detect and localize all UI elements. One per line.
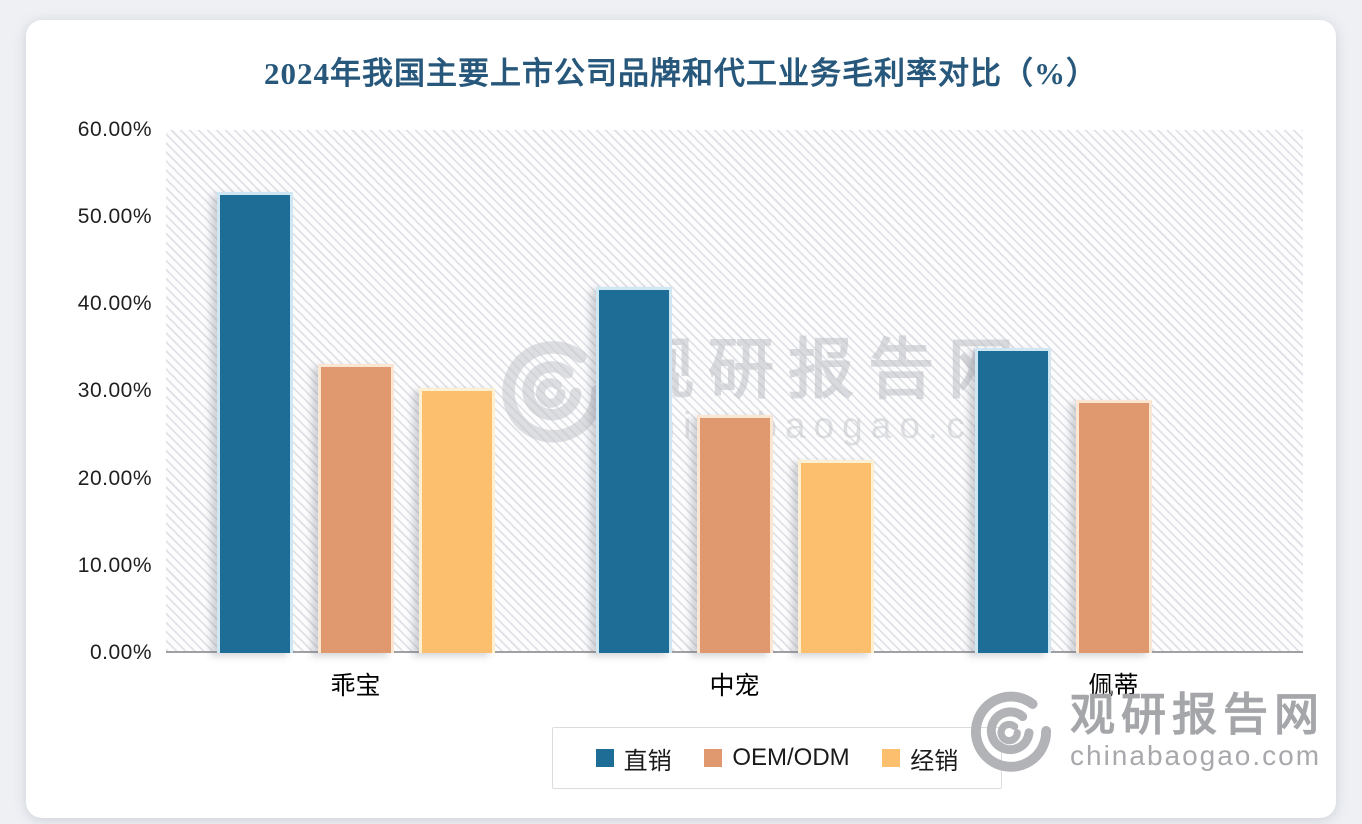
y-axis-tick-label: 0.00%	[89, 640, 152, 664]
bars-layer	[166, 130, 1303, 653]
bar-group-1	[216, 130, 495, 653]
legend-swatch-icon	[882, 749, 901, 767]
y-axis-tick-label: 50.00%	[77, 205, 152, 229]
bar-直销	[216, 191, 293, 653]
bar-OEM/ODM	[1075, 400, 1152, 653]
legend-item-直销: 直销	[595, 741, 672, 776]
legend-swatch-icon	[704, 749, 723, 767]
bar-经销	[418, 388, 495, 653]
y-axis-tick-label: 40.00%	[77, 292, 152, 316]
legend-label: OEM/ODM	[732, 744, 850, 771]
y-axis-tick-label: 60.00%	[77, 118, 152, 141]
bar-直销	[595, 286, 672, 653]
bar-OEM/ODM	[317, 364, 394, 653]
legend: 直销 OEM/ODM 经销	[552, 727, 1002, 789]
legend-item-OEM/ODM: OEM/ODM	[704, 744, 850, 772]
legend-label: 直销	[623, 747, 672, 775]
bar-group-2	[595, 130, 874, 653]
bar-直销	[974, 347, 1051, 653]
legend-label: 经销	[910, 747, 959, 775]
legend-swatch-icon	[595, 749, 614, 767]
bar-经销	[797, 460, 874, 653]
category-label: 中宠	[709, 672, 760, 700]
category-label: 乖宝	[330, 672, 381, 700]
category-label: 佩蒂	[1088, 672, 1139, 700]
y-axis-tick-label: 30.00%	[77, 379, 152, 403]
chart-title: 2024年我国主要上市公司品牌和代工业务毛利率对比（%）	[264, 56, 1098, 91]
y-axis: 60.00% 50.00% 40.00% 30.00% 20.00% 10.00% 0.00…	[40, 116, 152, 667]
legend-item-经销: 经销	[882, 741, 958, 776]
bar-group-3	[974, 130, 1253, 653]
x-axis-category-labels: 乖宝 中宠 佩蒂	[166, 666, 1303, 702]
y-axis-tick-label: 10.00%	[77, 553, 152, 577]
y-axis-tick-label: 20.00%	[77, 466, 152, 490]
bar-OEM/ODM	[696, 415, 773, 653]
